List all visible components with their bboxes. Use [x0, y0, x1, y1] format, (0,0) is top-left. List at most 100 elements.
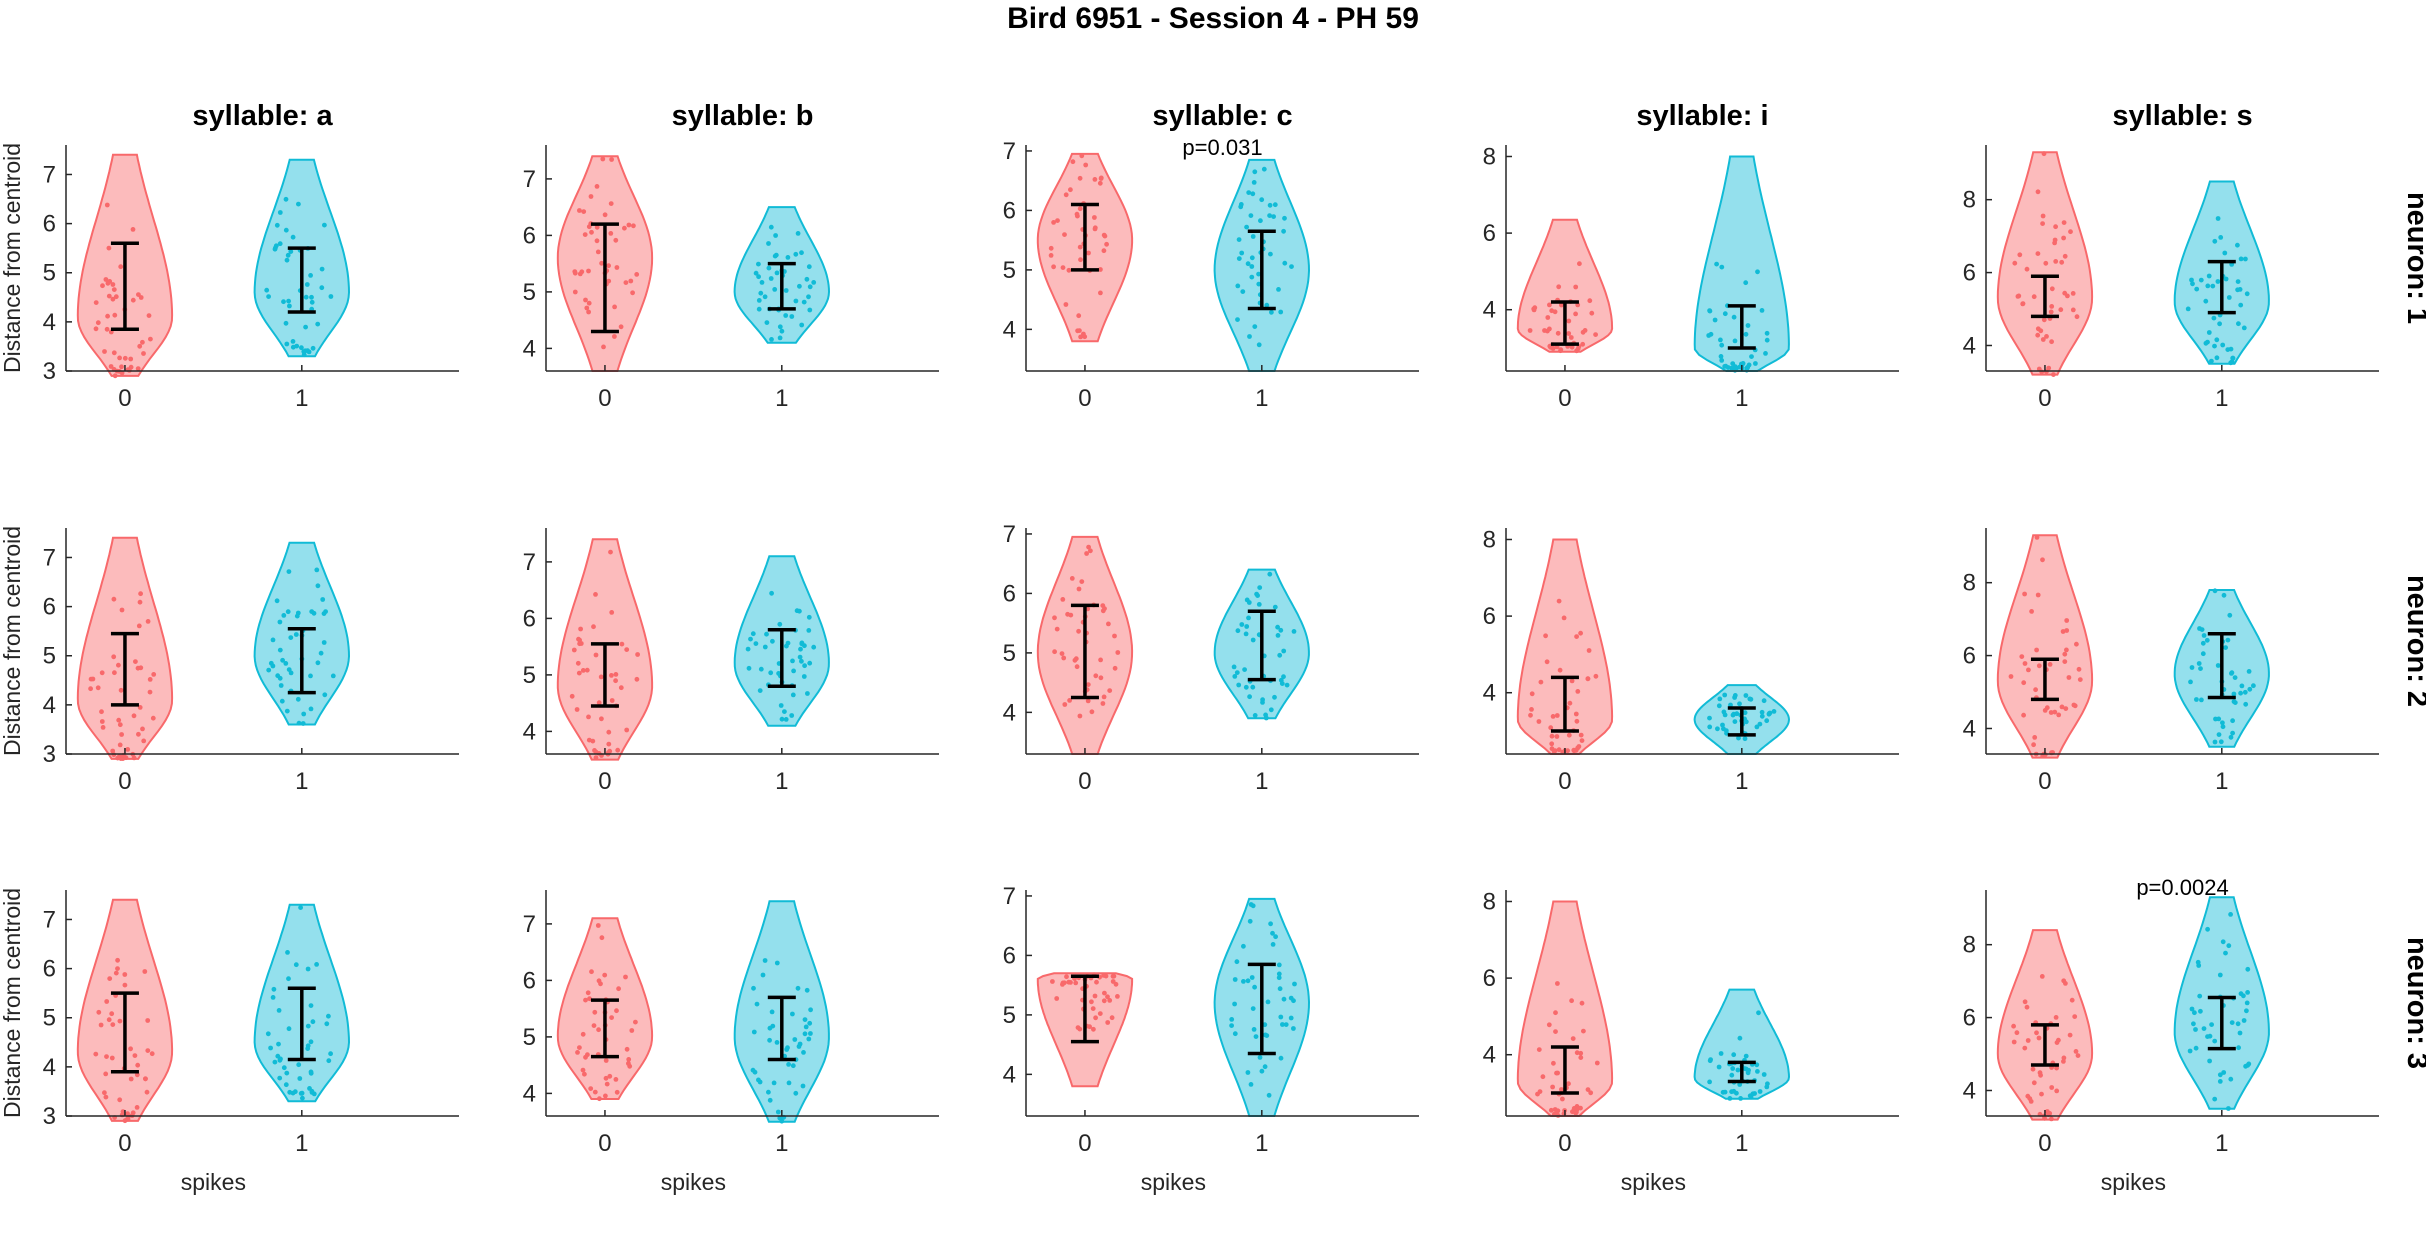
y-tick-label: 6	[523, 605, 536, 632]
data-point-spikes-1	[1719, 358, 1725, 363]
data-point-spikes-1	[779, 716, 785, 722]
data-point-spikes-0	[613, 237, 619, 243]
data-point-spikes-1	[784, 1047, 790, 1052]
data-point-spikes-0	[2022, 999, 2028, 1005]
data-point-spikes-1	[799, 658, 804, 664]
data-point-spikes-0	[1115, 994, 1120, 999]
row-label: neuron: 2	[2401, 575, 2426, 707]
data-point-spikes-0	[2062, 651, 2068, 657]
y-tick-label: 5	[1003, 1002, 1016, 1029]
data-point-spikes-0	[109, 1011, 115, 1017]
data-point-spikes-0	[1555, 1108, 1561, 1114]
data-point-spikes-0	[105, 280, 111, 286]
data-point-spikes-1	[2238, 302, 2244, 308]
data-point-spikes-0	[1551, 749, 1557, 754]
data-point-spikes-1	[1250, 637, 1256, 643]
data-point-spikes-0	[576, 670, 582, 676]
data-point-spikes-1	[2214, 355, 2220, 361]
data-point-spikes-1	[2238, 256, 2244, 262]
data-point-spikes-1	[2212, 588, 2218, 594]
data-point-spikes-1	[2197, 993, 2203, 999]
data-point-spikes-0	[1568, 335, 1574, 340]
data-point-spikes-1	[1269, 309, 1274, 315]
data-point-spikes-0	[1077, 713, 1083, 719]
violin-spikes-0	[1516, 218, 1614, 353]
data-point-spikes-0	[130, 297, 136, 303]
data-point-spikes-1	[1723, 728, 1729, 733]
data-point-spikes-0	[88, 686, 93, 692]
data-point-spikes-0	[2030, 1066, 2036, 1072]
data-point-spikes-0	[1062, 232, 1067, 238]
data-point-spikes-0	[586, 309, 591, 315]
y-tick-label: 3	[43, 358, 56, 385]
y-tick-label: 4	[523, 335, 536, 362]
panel-r1-c5: 4 6 8 0 1 syllable: s neuron: 1	[1963, 100, 2426, 412]
data-point-spikes-0	[2041, 151, 2047, 157]
data-point-spikes-0	[2064, 618, 2070, 623]
data-point-spikes-0	[1576, 744, 1582, 749]
data-point-spikes-1	[2201, 1026, 2207, 1031]
data-point-spikes-0	[107, 976, 113, 981]
data-point-spikes-1	[2243, 701, 2249, 707]
data-point-spikes-1	[800, 1083, 806, 1089]
data-point-spikes-1	[1247, 694, 1252, 700]
data-point-spikes-1	[751, 1029, 757, 1035]
data-point-spikes-1	[2220, 939, 2226, 945]
data-point-spikes-0	[128, 1076, 134, 1082]
data-point-spikes-0	[113, 294, 119, 300]
data-point-spikes-1	[779, 328, 785, 334]
data-point-spikes-1	[1727, 1096, 1733, 1101]
data-point-spikes-0	[591, 1023, 597, 1028]
data-point-spikes-0	[1101, 248, 1107, 254]
data-point-spikes-0	[583, 1054, 588, 1060]
data-point-spikes-1	[1754, 724, 1760, 730]
data-point-spikes-0	[2040, 337, 2046, 342]
x-tick-label: 0	[118, 768, 131, 795]
data-point-spikes-1	[1276, 971, 1282, 977]
data-point-spikes-1	[1249, 255, 1255, 261]
data-point-spikes-1	[321, 640, 327, 645]
data-point-spikes-0	[144, 1089, 150, 1095]
data-point-spikes-0	[1070, 159, 1076, 165]
data-point-spikes-1	[2226, 1106, 2231, 1111]
data-point-spikes-1	[804, 276, 810, 282]
data-point-spikes-1	[1275, 633, 1281, 638]
data-point-spikes-1	[1250, 684, 1256, 690]
data-point-spikes-0	[586, 300, 592, 306]
data-point-spikes-0	[631, 223, 636, 229]
data-point-spikes-1	[1236, 237, 1242, 243]
x-tick-label: 1	[295, 385, 308, 412]
y-tick-label: 5	[43, 260, 56, 287]
data-point-spikes-1	[330, 673, 336, 679]
data-point-spikes-1	[807, 284, 813, 290]
data-point-spikes-0	[119, 364, 124, 370]
data-point-spikes-1	[803, 1024, 809, 1030]
errorbar-spikes-0	[1550, 675, 1579, 733]
data-point-spikes-0	[578, 626, 583, 632]
data-point-spikes-1	[314, 962, 319, 967]
data-point-spikes-0	[1060, 265, 1066, 270]
data-point-spikes-0	[2053, 224, 2059, 230]
data-point-spikes-1	[309, 1088, 315, 1094]
data-point-spikes-1	[2244, 291, 2250, 297]
data-point-spikes-1	[2189, 1006, 2195, 1012]
data-point-spikes-0	[1555, 330, 1561, 336]
data-point-spikes-0	[1061, 980, 1067, 986]
errorbar-spikes-0	[1070, 202, 1099, 272]
data-point-spikes-0	[1084, 551, 1089, 556]
data-point-spikes-0	[569, 693, 575, 699]
data-point-spikes-0	[572, 270, 578, 276]
data-point-spikes-1	[1242, 667, 1247, 672]
data-point-spikes-1	[1745, 323, 1751, 328]
x-axis-label: spikes	[2101, 1169, 2166, 1195]
data-point-spikes-0	[2061, 978, 2067, 984]
data-point-spikes-0	[128, 1046, 134, 1052]
data-point-spikes-1	[2238, 690, 2244, 696]
data-point-spikes-0	[2031, 1080, 2037, 1086]
panel-r2-c1: 3 4 5 6 7 0 1 Distance from centroid	[0, 526, 459, 795]
data-point-spikes-1	[1717, 696, 1723, 702]
data-point-spikes-0	[2036, 663, 2042, 669]
p-value-annotation: p=0.0024	[2136, 875, 2228, 900]
data-point-spikes-0	[110, 748, 116, 754]
data-point-spikes-0	[1098, 675, 1104, 681]
